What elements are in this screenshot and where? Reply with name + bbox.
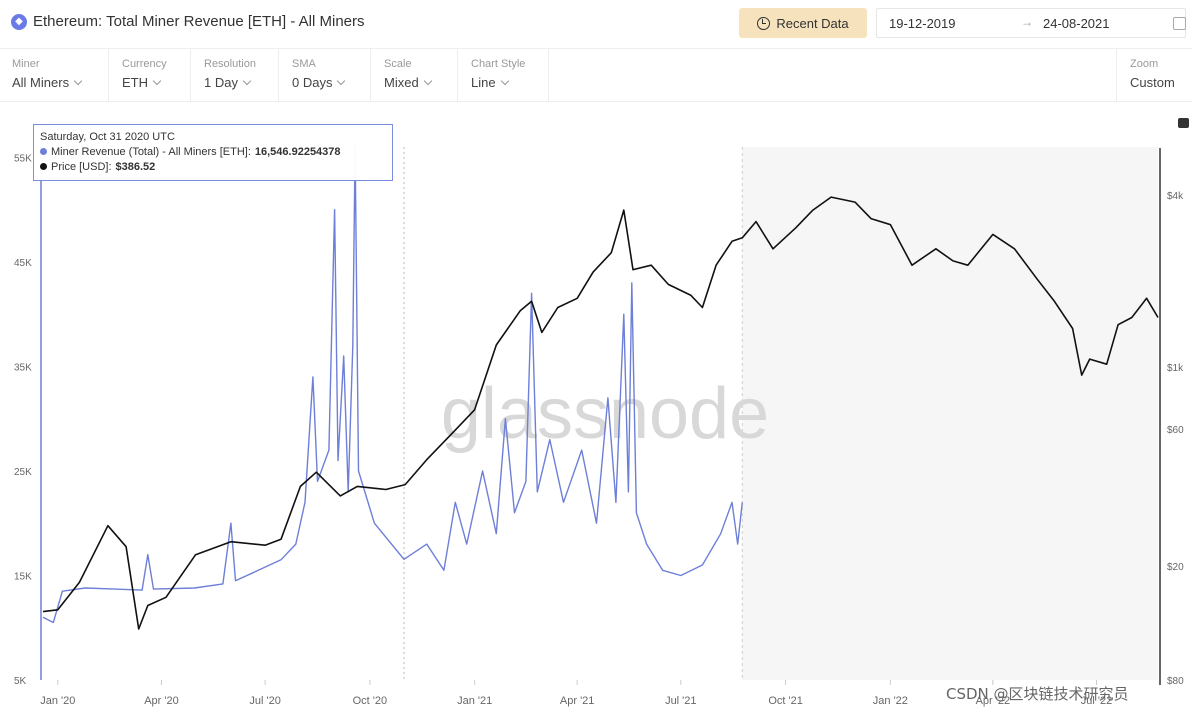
resolution-label: Resolution (204, 58, 256, 70)
x-tick-label: Apr '20 (144, 695, 179, 707)
currency-label: Currency (122, 58, 167, 70)
date-to[interactable]: 24-08-2021 (1043, 16, 1110, 31)
x-tick-label: Jan '21 (457, 695, 492, 707)
price-dot-icon (40, 163, 47, 170)
y-right-tick-label: $1k (1167, 363, 1184, 374)
scale-select[interactable]: Scale Mixed (384, 49, 432, 101)
csdn-watermark: CSDN @区块链技术研究员 (946, 685, 1129, 703)
x-tick-label: Oct '21 (768, 695, 803, 707)
miner-label: Miner (12, 58, 40, 70)
camera-icon[interactable] (1178, 118, 1189, 128)
y-left-tick-label: 45K (14, 258, 32, 269)
y-right-tick-label: $4k (1167, 191, 1184, 202)
divider (457, 49, 458, 101)
sma-select[interactable]: SMA 0 Days (292, 49, 346, 101)
y-left-tick-label: 55K (14, 153, 32, 164)
title-bar: ◆ Ethereum: Total Miner Revenue [ETH] - … (0, 0, 1192, 48)
resolution-value: 1 Day (204, 75, 238, 90)
recent-data-label: Recent Data (776, 15, 849, 31)
revenue-series-line (42, 146, 743, 624)
price-series-line (42, 196, 1159, 630)
tooltip-price-value: $386.52 (115, 160, 156, 173)
y-right-tick-label: $20 (1167, 562, 1184, 573)
sma-value: 0 Days (292, 75, 333, 90)
tooltip-revenue-value: 16,546.92254378 (254, 145, 341, 158)
x-tick-label: Jul '22 (1081, 695, 1112, 707)
divider (548, 49, 549, 101)
divider (108, 49, 109, 101)
divider (370, 49, 371, 101)
page-title: Ethereum: Total Miner Revenue [ETH] - Al… (33, 13, 365, 30)
chart-tooltip: Saturday, Oct 31 2020 UTC Miner Revenue … (33, 124, 393, 181)
chart-style-value: Line (471, 75, 496, 90)
watermark: glassnode (441, 374, 769, 454)
zoom-label: Zoom (1130, 58, 1159, 70)
currency-value: ETH (122, 75, 148, 90)
date-from[interactable]: 19-12-2019 (889, 16, 956, 31)
revenue-dot-icon (40, 148, 47, 155)
sma-label: SMA (292, 58, 316, 70)
x-tick-label: Jul '20 (249, 695, 280, 707)
tooltip-revenue-label: Miner Revenue (Total) - All Miners [ETH]… (51, 145, 251, 158)
date-range-picker[interactable]: 19-12-2019 → 24-08-2021 (876, 8, 1186, 38)
y-right-tick-label: $80 (1167, 676, 1184, 687)
y-left-tick-label: 35K (14, 362, 32, 373)
chart-style-label: Chart Style (471, 58, 526, 70)
divider (278, 49, 279, 101)
tooltip-price-label: Price [USD]: (51, 160, 112, 173)
x-tick-label: Jan '20 (40, 695, 75, 707)
chart-style-select[interactable]: Chart Style Line (471, 49, 525, 101)
y-left-tick-label: 25K (14, 467, 32, 478)
x-tick-label: Jan '22 (873, 695, 908, 707)
miner-select[interactable]: Miner All Miners (12, 49, 83, 101)
chart-controls: Miner All Miners Currency ETH Resolution… (0, 48, 1192, 102)
y-right-tick-label: $60 (1167, 425, 1184, 436)
arrow-right-icon: → (1021, 15, 1033, 29)
zoom-value: Custom (1130, 75, 1175, 90)
calendar-icon[interactable] (1173, 17, 1186, 30)
future-region-shade (742, 147, 1158, 680)
x-tick-label: Jul '21 (665, 695, 696, 707)
y-left-tick-label: 15K (14, 571, 32, 582)
divider (1116, 49, 1117, 101)
recent-data-button[interactable]: Recent Data (739, 8, 867, 38)
ethereum-icon: ◆ (11, 14, 27, 30)
resolution-select[interactable]: Resolution 1 Day (204, 49, 256, 101)
zoom-select[interactable]: Zoom Custom (1130, 49, 1175, 101)
clock-icon (757, 16, 771, 30)
y-left-tick-label: 5K (14, 676, 27, 687)
tooltip-date: Saturday, Oct 31 2020 UTC (40, 130, 175, 143)
scale-value: Mixed (384, 75, 419, 90)
x-tick-label: Apr '21 (560, 695, 595, 707)
x-tick-label: Apr '22 (976, 695, 1011, 707)
x-tick-label: Oct '20 (353, 695, 388, 707)
miner-value: All Miners (12, 75, 70, 90)
divider (190, 49, 191, 101)
scale-label: Scale (384, 58, 412, 70)
currency-select[interactable]: Currency ETH (122, 49, 167, 101)
